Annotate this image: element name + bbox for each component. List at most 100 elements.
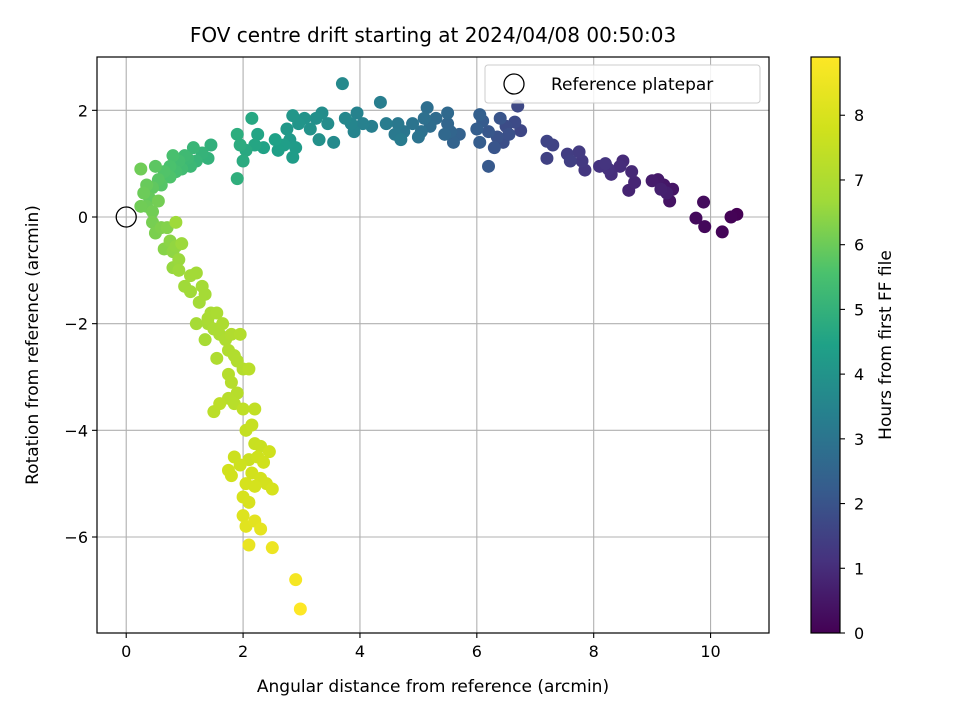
chart-title: FOV centre drift starting at 2024/04/08 … [190, 23, 676, 47]
data-point [146, 205, 160, 219]
data-point [446, 135, 460, 149]
data-point [698, 220, 712, 234]
colorbar-tick-label: 7 [854, 171, 864, 190]
data-point [242, 495, 256, 509]
x-axis: 0 2 4 6 8 10 [121, 633, 721, 661]
data-point [335, 77, 349, 91]
data-points [134, 77, 744, 616]
data-point [613, 159, 627, 173]
data-point [689, 211, 703, 225]
y-axis: −6 −4 −2 0 2 [64, 101, 97, 547]
legend: Reference platepar [484, 64, 761, 104]
data-point [189, 266, 203, 280]
data-point [417, 111, 431, 125]
data-point [598, 157, 612, 171]
data-point [724, 210, 738, 224]
data-point [251, 127, 265, 141]
data-point [248, 479, 262, 493]
data-point [286, 150, 300, 164]
data-point [224, 375, 238, 389]
data-point [245, 418, 259, 432]
data-point [473, 108, 487, 122]
colorbar-tick-label: 2 [854, 495, 864, 514]
data-point [198, 333, 212, 347]
data-point [628, 175, 642, 189]
colorbar-frame [810, 56, 841, 634]
x-tick-label: 8 [589, 642, 599, 661]
x-tick-label: 2 [238, 642, 248, 661]
data-point [210, 306, 224, 320]
data-point [293, 602, 307, 616]
colorbar: 0 1 2 3 4 5 6 7 8 Hours from first FF file [810, 56, 896, 643]
data-point [230, 127, 244, 141]
data-point [204, 138, 218, 152]
data-point [242, 538, 256, 552]
plot-frame [96, 56, 770, 634]
data-point [540, 151, 554, 165]
data-point [236, 402, 250, 416]
colorbar-label: Hours from first FF file [876, 250, 896, 440]
data-point [172, 253, 186, 267]
data-point [289, 573, 303, 587]
colorbar-gradient [811, 57, 840, 633]
y-tick-label: 0 [78, 208, 88, 227]
data-point [189, 317, 203, 331]
data-point [271, 143, 285, 157]
data-point [137, 186, 151, 200]
data-point [309, 111, 323, 125]
data-point [303, 122, 317, 136]
data-point [280, 122, 294, 136]
data-point [420, 101, 434, 115]
data-point [493, 111, 507, 125]
y-tick-label: −4 [64, 421, 88, 440]
legend-box [484, 64, 761, 104]
data-point [373, 95, 387, 109]
data-point [286, 109, 300, 123]
data-point [254, 522, 268, 536]
data-point [394, 133, 408, 147]
colorbar-tick-label: 4 [854, 365, 864, 384]
data-point [645, 174, 659, 188]
data-point [563, 154, 577, 168]
data-point [540, 134, 554, 148]
data-point [268, 133, 282, 147]
data-point [257, 455, 271, 469]
data-point [438, 127, 452, 141]
data-point [502, 127, 516, 141]
x-axis-label: Angular distance from reference (arcmin) [257, 677, 609, 697]
data-point [312, 133, 326, 147]
data-point [350, 106, 364, 120]
data-point [625, 165, 639, 179]
legend-label: Reference platepar [551, 75, 713, 95]
data-point [175, 237, 189, 251]
data-point [166, 149, 180, 163]
data-point [242, 362, 256, 376]
data-point [338, 111, 352, 125]
data-point [224, 469, 238, 483]
colorbar-tick-label: 8 [854, 106, 864, 125]
data-point [134, 162, 148, 176]
x-tick-label: 10 [700, 642, 720, 661]
data-point [169, 215, 183, 229]
colorbar-tick-label: 1 [854, 559, 864, 578]
data-point [216, 317, 230, 331]
data-point [321, 117, 335, 131]
data-point [172, 263, 186, 277]
data-point [245, 111, 259, 125]
colorbar-tick-label: 0 [854, 624, 864, 643]
y-axis-label: Rotation from reference (arcmin) [23, 205, 43, 485]
y-tick-label: −6 [64, 528, 88, 547]
x-tick-label: 6 [472, 642, 482, 661]
data-point [134, 199, 148, 213]
data-point [572, 145, 586, 159]
data-point [356, 117, 370, 131]
data-point [213, 397, 227, 411]
data-point [151, 194, 165, 208]
data-point [262, 445, 276, 459]
data-point [654, 182, 668, 196]
data-point [148, 159, 162, 173]
colorbar-ticks: 0 1 2 3 4 5 6 7 8 [840, 106, 864, 643]
x-tick-label: 4 [355, 642, 365, 661]
data-point [233, 327, 247, 341]
